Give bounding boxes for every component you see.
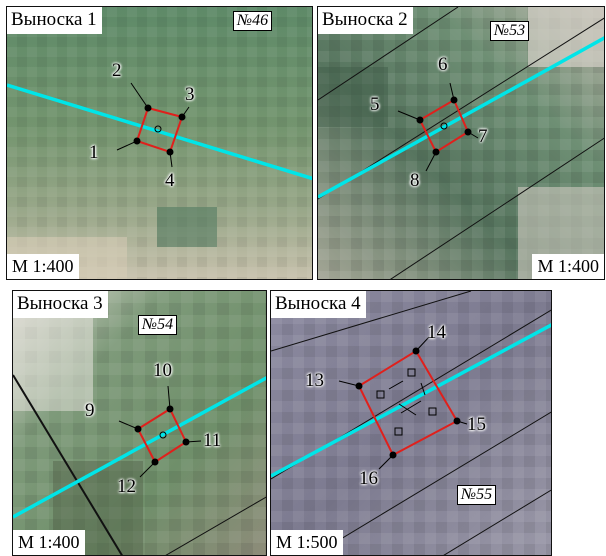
callout-panel-1: Выноска 1 №46 М 1:400 1 2 3 4	[6, 6, 313, 280]
vertex-point	[144, 104, 152, 112]
parcel-boundary-line	[13, 376, 266, 519]
callout-title: Выноска 1	[7, 7, 102, 34]
vertex-point	[166, 405, 174, 413]
satellite-image-2	[318, 7, 604, 279]
point-label: 1	[89, 142, 99, 163]
scale-label: М 1:400	[13, 530, 85, 555]
scale-label: М 1:400	[532, 254, 604, 279]
vertex-point	[133, 137, 141, 145]
vertex-point	[450, 96, 458, 104]
vertex-point	[182, 438, 190, 446]
vertex-point	[166, 148, 174, 156]
center-marker	[440, 122, 448, 130]
plot-number: №55	[457, 485, 497, 505]
plot-number: №53	[490, 21, 530, 41]
vertex-point	[412, 347, 420, 355]
point-label: 15	[467, 414, 486, 435]
center-marker	[159, 431, 167, 439]
point-label: 5	[370, 94, 380, 115]
vertex-point	[134, 425, 142, 433]
point-label: 3	[185, 84, 195, 105]
callout-title: Выноска 2	[318, 7, 413, 34]
vertex-point	[355, 382, 363, 390]
scale-label: М 1:500	[271, 530, 343, 555]
point-label: 13	[305, 370, 324, 391]
callout-panel-4: Выноска 4 №55 М 1:500 13 14 15 16	[270, 290, 552, 556]
callout-title: Выноска 4	[271, 291, 366, 318]
building-symbols	[376, 368, 437, 436]
point-label: 9	[85, 400, 95, 421]
point-label: 4	[165, 170, 175, 191]
point-label: 7	[478, 126, 488, 147]
callout-title: Выноска 3	[13, 291, 108, 318]
satellite-image-4	[271, 291, 551, 555]
point-label: 14	[427, 322, 446, 343]
callout-panel-2: Выноска 2 №53 М 1:400 5 6 7 8	[317, 6, 605, 280]
plot-number: №46	[233, 11, 273, 31]
point-label: 8	[410, 170, 420, 191]
vertex-point	[464, 128, 472, 136]
vertex-point	[151, 458, 159, 466]
satellite-image-3	[13, 291, 266, 555]
vertex-point	[453, 417, 461, 425]
vertex-point	[178, 113, 186, 121]
parcel-boundary-line	[271, 323, 551, 478]
point-label: 16	[359, 468, 378, 489]
center-marker	[154, 125, 162, 133]
vertex-point	[389, 451, 397, 459]
point-label: 10	[153, 360, 172, 381]
point-label: 6	[438, 54, 448, 75]
scale-label: М 1:400	[7, 254, 79, 279]
point-label: 2	[112, 60, 122, 81]
satellite-image-1	[7, 7, 312, 279]
parcel-boundary-line	[7, 83, 312, 181]
vertex-point	[432, 148, 440, 156]
point-label: 12	[117, 476, 136, 497]
plot-number: №54	[138, 315, 178, 335]
callout-panel-3: Выноска 3 №54 М 1:400 9 10 11 12	[12, 290, 267, 556]
point-label: 11	[203, 430, 222, 451]
vertex-point	[416, 116, 424, 124]
